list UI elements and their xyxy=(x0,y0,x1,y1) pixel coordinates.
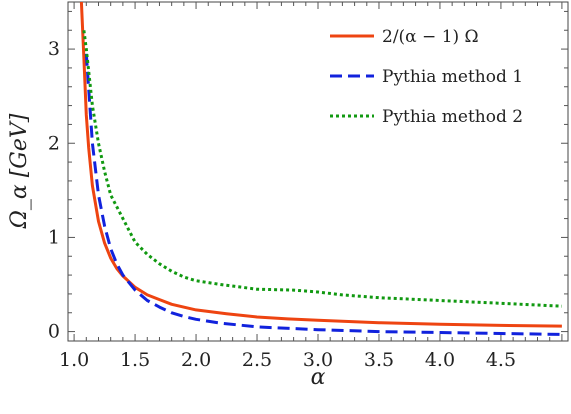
plot-frame xyxy=(67,1,569,342)
y-tick-label: 0 xyxy=(48,321,60,343)
x-tick-label: 3.0 xyxy=(303,349,333,371)
series-line-1 xyxy=(79,2,562,328)
legend-label: 2/(α − 1) Ω xyxy=(382,27,479,47)
series-line-3 xyxy=(82,30,562,308)
legend-label: Pythia method 2 xyxy=(382,107,523,127)
y-tick-label: 2 xyxy=(48,132,60,154)
x-tick-label: 3.5 xyxy=(364,349,394,371)
x-tick-label: 1.0 xyxy=(59,349,89,371)
series-line-2 xyxy=(84,53,562,336)
x-tick-label: 4.5 xyxy=(486,349,516,371)
x-axis-label: α xyxy=(311,365,326,390)
x-tick-label: 4.0 xyxy=(425,349,455,371)
y-tick-label: 3 xyxy=(48,38,60,60)
y-axis-label: Ω_α [GeV] xyxy=(7,113,32,229)
x-tick-label: 2.0 xyxy=(181,349,211,371)
series-layer xyxy=(79,2,562,336)
y-axis-ticks: 0 1 2 3 xyxy=(48,10,568,343)
legend: 2/(α − 1) Ω Pythia method 1 Pythia method … xyxy=(330,27,523,127)
y-tick-label: 1 xyxy=(48,226,60,248)
x-axis-ticks: 1.0 1.5 2.0 2.5 3.0 3.5 4.0 4.5 xyxy=(59,2,563,371)
x-tick-label: 1.5 xyxy=(120,349,150,371)
x-tick-label: 2.5 xyxy=(242,349,272,371)
legend-label: Pythia method 1 xyxy=(382,67,523,87)
